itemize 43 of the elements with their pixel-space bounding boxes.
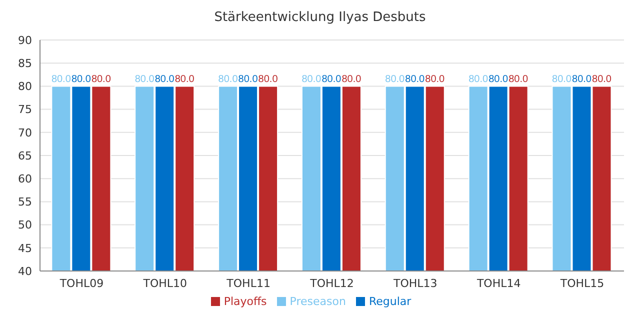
data-label: 80.0 [572,74,592,86]
data-label: 80.0 [238,74,258,86]
x-tick-label: TOHL09 [58,276,104,290]
y-tick-label: 90 [18,34,32,47]
y-tick-label: 40 [18,264,32,278]
y-tick-label: 80 [18,80,32,94]
x-tick-label: TOHL13 [392,276,438,290]
data-label: 80.0 [218,74,238,86]
y-tick-label: 70 [18,126,32,140]
data-label: 80.0 [468,74,488,86]
data-label: 80.0 [425,74,446,86]
x-tick-label: TOHL15 [559,276,604,290]
chart-title: Stärkeentwicklung Ilyas Desbuts [213,9,427,27]
y-tick-label: 75 [18,103,32,116]
y-tick-label: 60 [18,172,32,186]
data-label: 80.0 [91,74,112,86]
y-tick-label: 55 [18,196,32,209]
data-label: 80.0 [258,74,278,86]
y-tick-label: 45 [18,242,32,255]
data-label: 80.0 [154,74,175,86]
data-label: 80.0 [342,74,362,86]
legend-label: Preseason [290,295,346,308]
x-tick-label: TOHL11 [226,276,270,290]
data-label: 80.0 [385,74,406,86]
data-label: 80.0 [508,74,528,86]
data-label: 80.0 [302,74,322,86]
data-label: 80.0 [322,74,342,86]
legend-label: Regular [368,295,412,308]
legend-label: Playoffs [224,295,267,308]
y-tick-label: 85 [18,57,32,70]
data-label: 80.0 [488,74,508,86]
y-tick-label: 50 [18,218,32,232]
data-label: 80.0 [134,74,155,86]
data-label: 80.0 [405,74,426,86]
y-tick-label: 65 [18,149,32,162]
data-label: 80.0 [174,74,195,86]
x-tick-label: TOHL12 [309,276,354,290]
x-tick-label: TOHL14 [476,276,521,290]
data-label: 80.0 [592,74,612,86]
data-label: 80.0 [71,74,92,86]
data-label: 80.0 [552,74,572,86]
x-tick-label: TOHL10 [142,276,188,290]
data-label: 80.0 [51,74,72,86]
